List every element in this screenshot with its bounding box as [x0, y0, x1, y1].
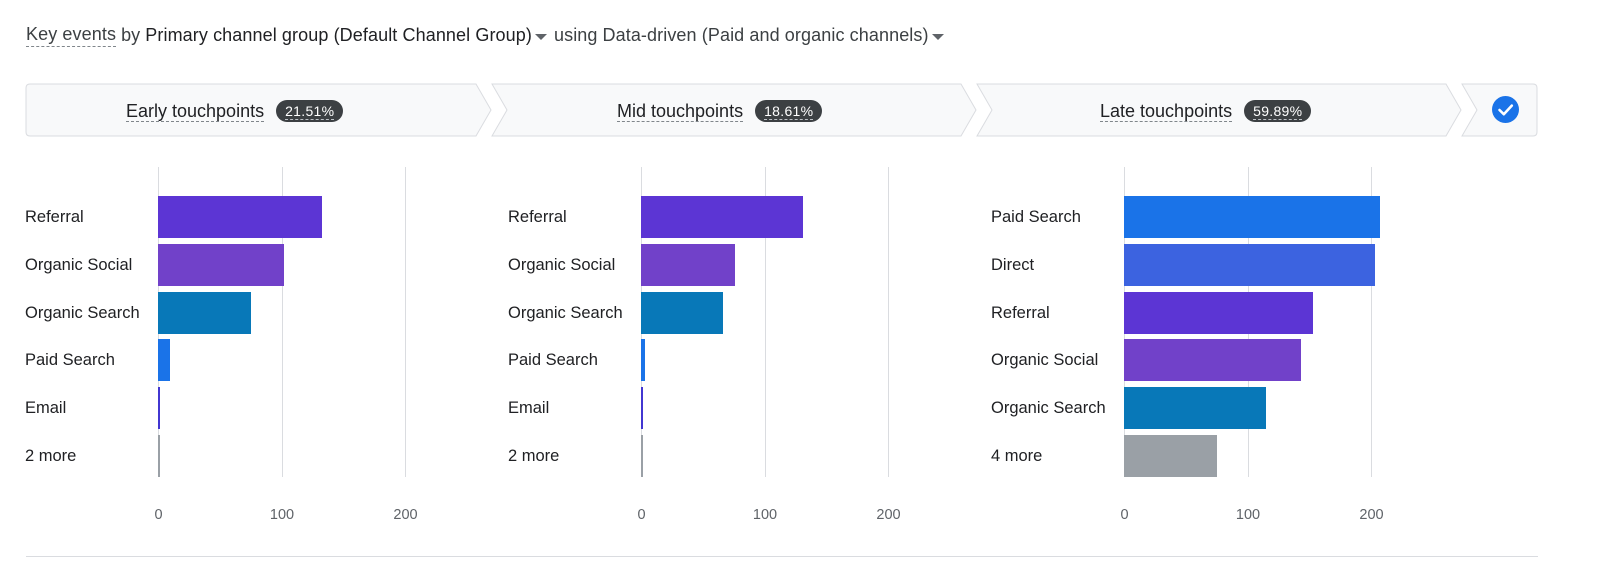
dimension-selector[interactable]: Primary channel group (Default Channel G… [145, 25, 532, 45]
chart-early-tick-2: 200 [393, 507, 418, 523]
chart-late-bar[interactable] [1124, 435, 1217, 477]
chart-early-bar[interactable] [158, 291, 251, 334]
chart-early-category-label: Referral [25, 208, 84, 226]
chart-late-bar[interactable] [1124, 291, 1313, 334]
chart-mid-gridline-2 [888, 167, 889, 477]
bottom-divider [26, 556, 1538, 557]
chart-late-tick-1: 100 [1235, 507, 1261, 523]
chart-late-bar[interactable] [1124, 196, 1380, 238]
chart-header: Key events by Primary channel group (Def… [26, 24, 946, 47]
stage-early[interactable]: Early touchpoints 21.51% [126, 99, 344, 123]
chart-late-gridline-2 [1371, 167, 1372, 477]
chart-mid-bar[interactable] [641, 243, 735, 286]
chart-early-bar[interactable] [158, 196, 323, 238]
chart-late-bar[interactable] [1124, 243, 1375, 286]
chart-early-category-label: Email [25, 399, 67, 418]
chart-mid-category-label: Paid Search [508, 351, 598, 370]
stage-strip [25, 83, 1538, 137]
check-circle-icon[interactable] [1492, 96, 1519, 123]
using-text: using [553, 25, 598, 45]
chart-late: 0 100 200 Paid Search Direct Referral Organic … [991, 165, 1431, 535]
chart-late-category-label: Paid Search [991, 208, 1081, 226]
stage-chevron-mid[interactable] [491, 83, 977, 137]
chart-early-category-label: Organic Search [25, 303, 140, 322]
stage-late-label: Late touchpoints [1100, 100, 1233, 122]
chart-mid-gridline-1 [764, 167, 766, 477]
chart-mid-bar[interactable] [641, 387, 643, 430]
chart-mid-category-label: Organic Social [508, 255, 616, 274]
chart-mid-tick-1: 100 [752, 507, 778, 523]
metric-selector[interactable]: Key events [26, 24, 117, 47]
chart-early-bar[interactable] [158, 243, 284, 286]
chart-late-category-label: Direct [991, 255, 1035, 274]
chart-mid-category-label: Referral [508, 208, 567, 226]
stage-mid-percent: 18.61% [764, 103, 814, 120]
stage-chevron-late[interactable] [976, 83, 1462, 137]
chart-late-tick-2: 200 [1359, 507, 1384, 523]
chart-early-gridline-1 [281, 167, 283, 477]
stage-mid[interactable]: Mid touchpoints 18.61% [617, 99, 823, 123]
chart-late-bar[interactable] [1124, 339, 1301, 382]
stage-early-percent: 21.51% [285, 103, 335, 120]
stage-late-percent: 59.89% [1253, 103, 1303, 120]
stage-late[interactable]: Late touchpoints 59.89% [1100, 99, 1312, 123]
chart-early-bar[interactable] [158, 435, 160, 477]
model-selector[interactable]: Data-driven (Paid and organic channels) [602, 25, 929, 45]
chart-mid-category-label: Email [508, 399, 550, 418]
chart-mid-tick-2: 200 [876, 507, 901, 523]
chart-early: 0 100 200 Referral Organic Social Organic Sea… [25, 165, 465, 535]
dimension-dropdown-icon[interactable] [534, 33, 547, 40]
chart-mid-bar[interactable] [641, 291, 723, 334]
chart-mid-bar[interactable] [641, 435, 643, 477]
by-text: by [121, 25, 141, 45]
chart-mid-tick-0: 0 [637, 507, 646, 523]
chart-late-tick-0: 0 [1120, 507, 1129, 523]
chart-late-category-label: Organic Social [991, 351, 1099, 370]
chart-mid-bar[interactable] [641, 339, 645, 382]
stage-mid-label: Mid touchpoints [617, 100, 744, 122]
chart-early-tick-1: 100 [269, 507, 295, 523]
chart-late-category-label: Organic Search [991, 399, 1106, 418]
chart-mid-category-label: 2 more [508, 447, 560, 465]
chart-late-bar[interactable] [1124, 387, 1267, 430]
chart-early-category-label: Paid Search [25, 351, 115, 370]
stage-early-label: Early touchpoints [126, 100, 265, 122]
model-dropdown-icon[interactable] [931, 33, 944, 40]
chart-early-bar[interactable] [158, 387, 161, 430]
chart-late-category-label: Referral [991, 303, 1050, 322]
stage-mid-percent-badge: 18.61% [755, 100, 823, 122]
chart-early-category-label: Organic Social [25, 255, 133, 274]
stage-late-percent-badge: 59.89% [1244, 100, 1312, 122]
chart-early-category-label: 2 more [25, 447, 77, 465]
stage-early-percent-badge: 21.51% [276, 100, 344, 122]
chart-mid: 0 100 200 Referral Organic Social Organic Sea… [508, 165, 948, 535]
chart-mid-category-label: Organic Search [508, 303, 623, 322]
chart-early-bar[interactable] [158, 339, 171, 382]
chart-early-gridline-2 [405, 167, 406, 477]
stage-chevron-early[interactable] [25, 83, 492, 137]
chart-late-category-label: 4 more [991, 447, 1043, 465]
chart-early-tick-0: 0 [154, 507, 163, 523]
chart-mid-bar[interactable] [641, 196, 803, 238]
